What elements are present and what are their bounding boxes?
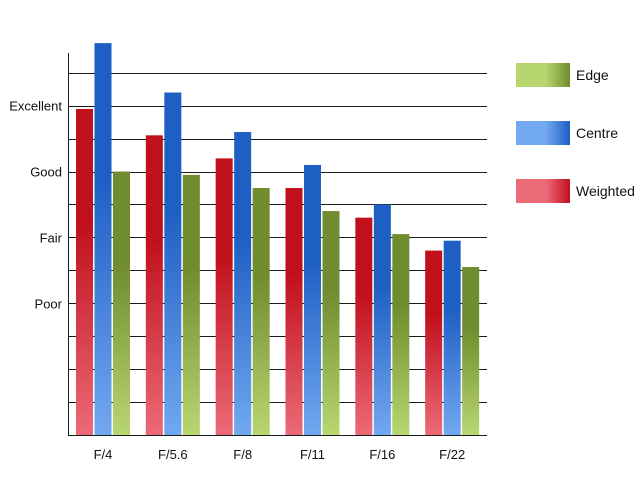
y-tick-label: Poor (35, 296, 63, 311)
bar-centre-f22 (443, 240, 461, 435)
bar-weighted-f56 (145, 135, 163, 436)
bar-edge-f11 (322, 211, 340, 435)
x-tick-label: F/8 (233, 447, 252, 462)
bar-centre-f11 (304, 164, 321, 435)
y-tick-label: Fair (40, 230, 63, 245)
bar-edge-f56 (182, 174, 200, 435)
legend-swatch-edge (516, 63, 570, 87)
bar-weighted-f16 (355, 217, 373, 435)
bar-edge-f16 (392, 234, 410, 435)
bar-weighted-f11 (285, 188, 303, 435)
legend-swatch-centre (516, 121, 570, 145)
legend-label-weighted: Weighted (576, 183, 635, 199)
x-tick-labels: F/4 F/5.6 F/8 F/11 F/16 F/22 (94, 447, 466, 462)
gridlines (68, 73, 487, 403)
legend-swatch-weighted (516, 179, 570, 203)
x-tick-label: F/16 (369, 447, 395, 462)
bar-centre-f8 (234, 132, 252, 435)
legend: Edge Centre Weighted (516, 63, 635, 203)
bars (76, 43, 480, 436)
bar-centre-f4 (94, 43, 112, 435)
x-tick-label: F/11 (300, 447, 325, 462)
x-tick-label: F/5.6 (158, 447, 188, 462)
bar-edge-f4 (113, 171, 130, 435)
bar-weighted-f4 (76, 108, 93, 435)
bar-centre-f56 (164, 92, 182, 435)
bar-weighted-f22 (425, 250, 443, 435)
bar-edge-f22 (462, 267, 480, 435)
axes (68, 53, 487, 436)
legend-label-edge: Edge (576, 67, 609, 83)
y-tick-label: Good (30, 165, 62, 180)
bar-centre-f16 (373, 204, 391, 435)
y-tick-labels: Poor Fair Good Excellent (9, 99, 62, 312)
bar-weighted-f8 (215, 158, 233, 435)
bar-edge-f8 (252, 188, 270, 435)
x-tick-label: F/4 (94, 447, 113, 462)
y-tick-label: Excellent (9, 99, 62, 114)
legend-label-centre: Centre (576, 125, 618, 141)
x-tick-label: F/22 (439, 447, 465, 462)
